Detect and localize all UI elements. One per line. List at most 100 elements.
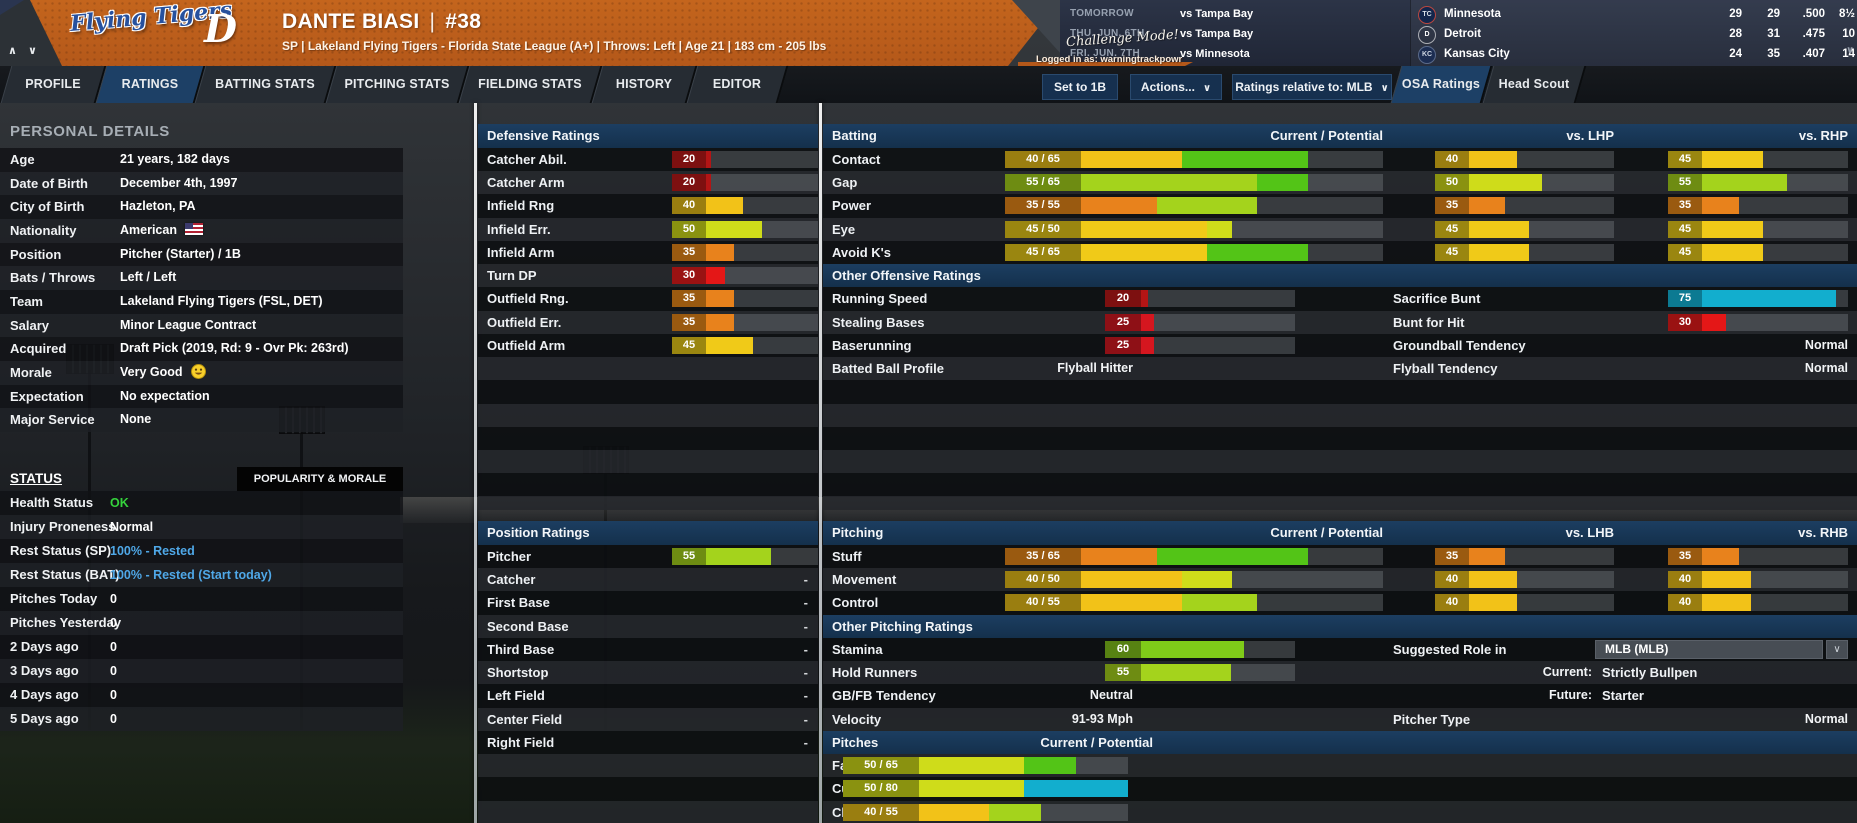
rating-label: Stuff [832,549,862,564]
suggested-role-dropdown[interactable]: MLB (MLB) [1595,639,1823,659]
column-header-current-potential: Current / Potential [1270,525,1383,540]
rating-label: Eye [832,221,856,237]
table-row [823,380,1857,404]
section-title: Other Offensive Ratings [832,268,981,284]
rating-empty-dash: - [803,618,808,634]
table-row: Catcher Arm 20 [478,171,818,195]
us-flag-icon [184,223,203,235]
table-row: Batted Ball Profile Flyball Hitter Flyball… [823,357,1857,381]
table-row: Stamina 60 Suggested Role in MLB (MLB) ∨ [823,637,1857,662]
tab-status[interactable]: STATUS [10,471,62,486]
tab-fielding-stats[interactable]: FIELDING STATS [458,66,603,103]
standings-scroll-down-icon[interactable]: ∨ [1846,45,1855,56]
rating-bar [1081,197,1383,215]
tab-ratings[interactable]: RATINGS [95,66,206,103]
current-fill [1141,336,1154,354]
rating-label: Hold Runners [832,665,918,681]
current-fill [706,548,771,565]
personal-value: None [120,412,152,427]
current-fill [1702,571,1751,589]
rating-label: Baserunning [832,337,912,353]
standings-row[interactable]: TC Minnesota 29 29 .500 8½ [1410,4,1857,24]
table-row: Left Field - [478,684,818,708]
tab-label: OSA Ratings [1401,77,1481,91]
status-panel: STATUS POPULARITY & MORALE Health Status… [0,467,403,732]
tab-head-scout[interactable]: Head Scout [1482,66,1587,103]
table-row: Infield Arm 35 [478,240,818,265]
tab-editor[interactable]: EDITOR [686,66,789,103]
standings-row[interactable]: D Detroit 28 31 .475 10 [1410,24,1857,44]
rating-bar [706,267,818,285]
tab-history[interactable]: HISTORY [591,66,698,103]
tab-profile[interactable]: PROFILE [0,66,107,103]
personal-value: December 4th, 1997 [120,175,238,190]
schedule-opponent: vs Tampa Bay [1180,28,1254,40]
schedule-row: FRI. JUN. 7TH vs Minnesota [1060,44,1410,64]
tab-pitching-stats[interactable]: PITCHING STATS [325,66,470,103]
table-row: Outfield Rng. 35 [478,287,818,311]
tab-osa-ratings[interactable]: OSA Ratings [1390,66,1493,103]
rating-label: Right Field [487,734,555,750]
section-title: Pitching [832,525,884,540]
rating-value-box: 40 [1435,151,1469,168]
rating-text-value: Flyball Hitter [1057,361,1133,376]
rating-bar [1469,571,1614,589]
rating-bar [1141,640,1295,658]
team-name: Kansas City [1444,48,1510,60]
column-header-current-potential: Current / Potential [1270,128,1383,143]
tab-label: RATINGS [121,77,179,91]
status-value: 0 [110,712,117,726]
status-value: 100% - Rested [110,544,195,558]
rating-label: Avoid K's [832,244,891,260]
rating-label: Left Field [487,688,545,704]
current-fill [1702,174,1787,192]
personal-row: Morale Very Good [0,361,403,385]
current-fill [1469,197,1505,215]
personal-row: Team Lakeland Flying Tigers (FSL, DET) [0,290,403,314]
very-good-morale-icon [190,364,206,382]
rating-label: Groundball Tendency [1393,337,1526,353]
set-to-1b-button[interactable]: Set to 1B [1042,74,1118,100]
rating-value-box: 60 [1105,640,1141,658]
rating-bar [919,757,1128,775]
section-title: Pitches [832,734,879,750]
rating-value-box: 35 / 65 [1005,548,1081,565]
team-wins: 24 [1729,48,1742,60]
rating-bar [1141,336,1295,354]
status-row: Injury Proneness Normal [0,515,403,539]
rating-text-value: Normal [1804,337,1848,352]
status-value: 0 [110,688,117,702]
actions-dropdown-button[interactable]: Actions... ∨ [1130,74,1222,100]
chevron-down-icon[interactable]: ∨ [1826,639,1848,659]
rating-value-box: 20 [672,151,706,168]
rating-value-box: 45 / 50 [1005,220,1081,238]
team-name: Minnesota [1444,8,1501,20]
team-logo-icon: D [1418,26,1436,44]
table-row [823,403,1857,427]
table-row: Contact 40 / 65 40 45 [823,148,1857,172]
tab-popularity-morale[interactable]: POPULARITY & MORALE [237,467,403,491]
rating-bar [1702,243,1848,261]
table-row: Shortstop - [478,661,818,685]
team-pct: .475 [1802,28,1825,40]
current-fill [1141,664,1231,682]
rating-label: Center Field [487,711,563,727]
role-info-value: Starter [1602,688,1644,704]
rating-empty-dash: - [803,595,808,611]
table-row: First Base - [478,591,818,615]
tab-batting-stats[interactable]: BATTING STATS [194,66,337,103]
table-row: GB/FB Tendency Neutral Future: Starter [823,684,1857,708]
rating-label: Power [832,198,872,214]
current-fill [1702,548,1739,565]
team-pct: .407 [1802,48,1825,60]
banner-pattern [0,0,1060,66]
nav-up-down-icons[interactable]: ∧ ∨ [8,45,41,57]
rating-value-box: 30 [1668,313,1702,331]
rating-bar [1702,174,1848,192]
standings-row[interactable]: KC Kansas City 24 35 .407 14 [1410,44,1857,64]
table-row: Infield Rng 40 [478,194,818,218]
ratings-relative-dropdown-button[interactable]: Ratings relative to: MLB ∨ [1232,74,1392,100]
rating-value-box: 40 / 55 [843,803,919,821]
current-fill [1081,243,1207,261]
rating-value-box: 75 [1668,290,1702,308]
